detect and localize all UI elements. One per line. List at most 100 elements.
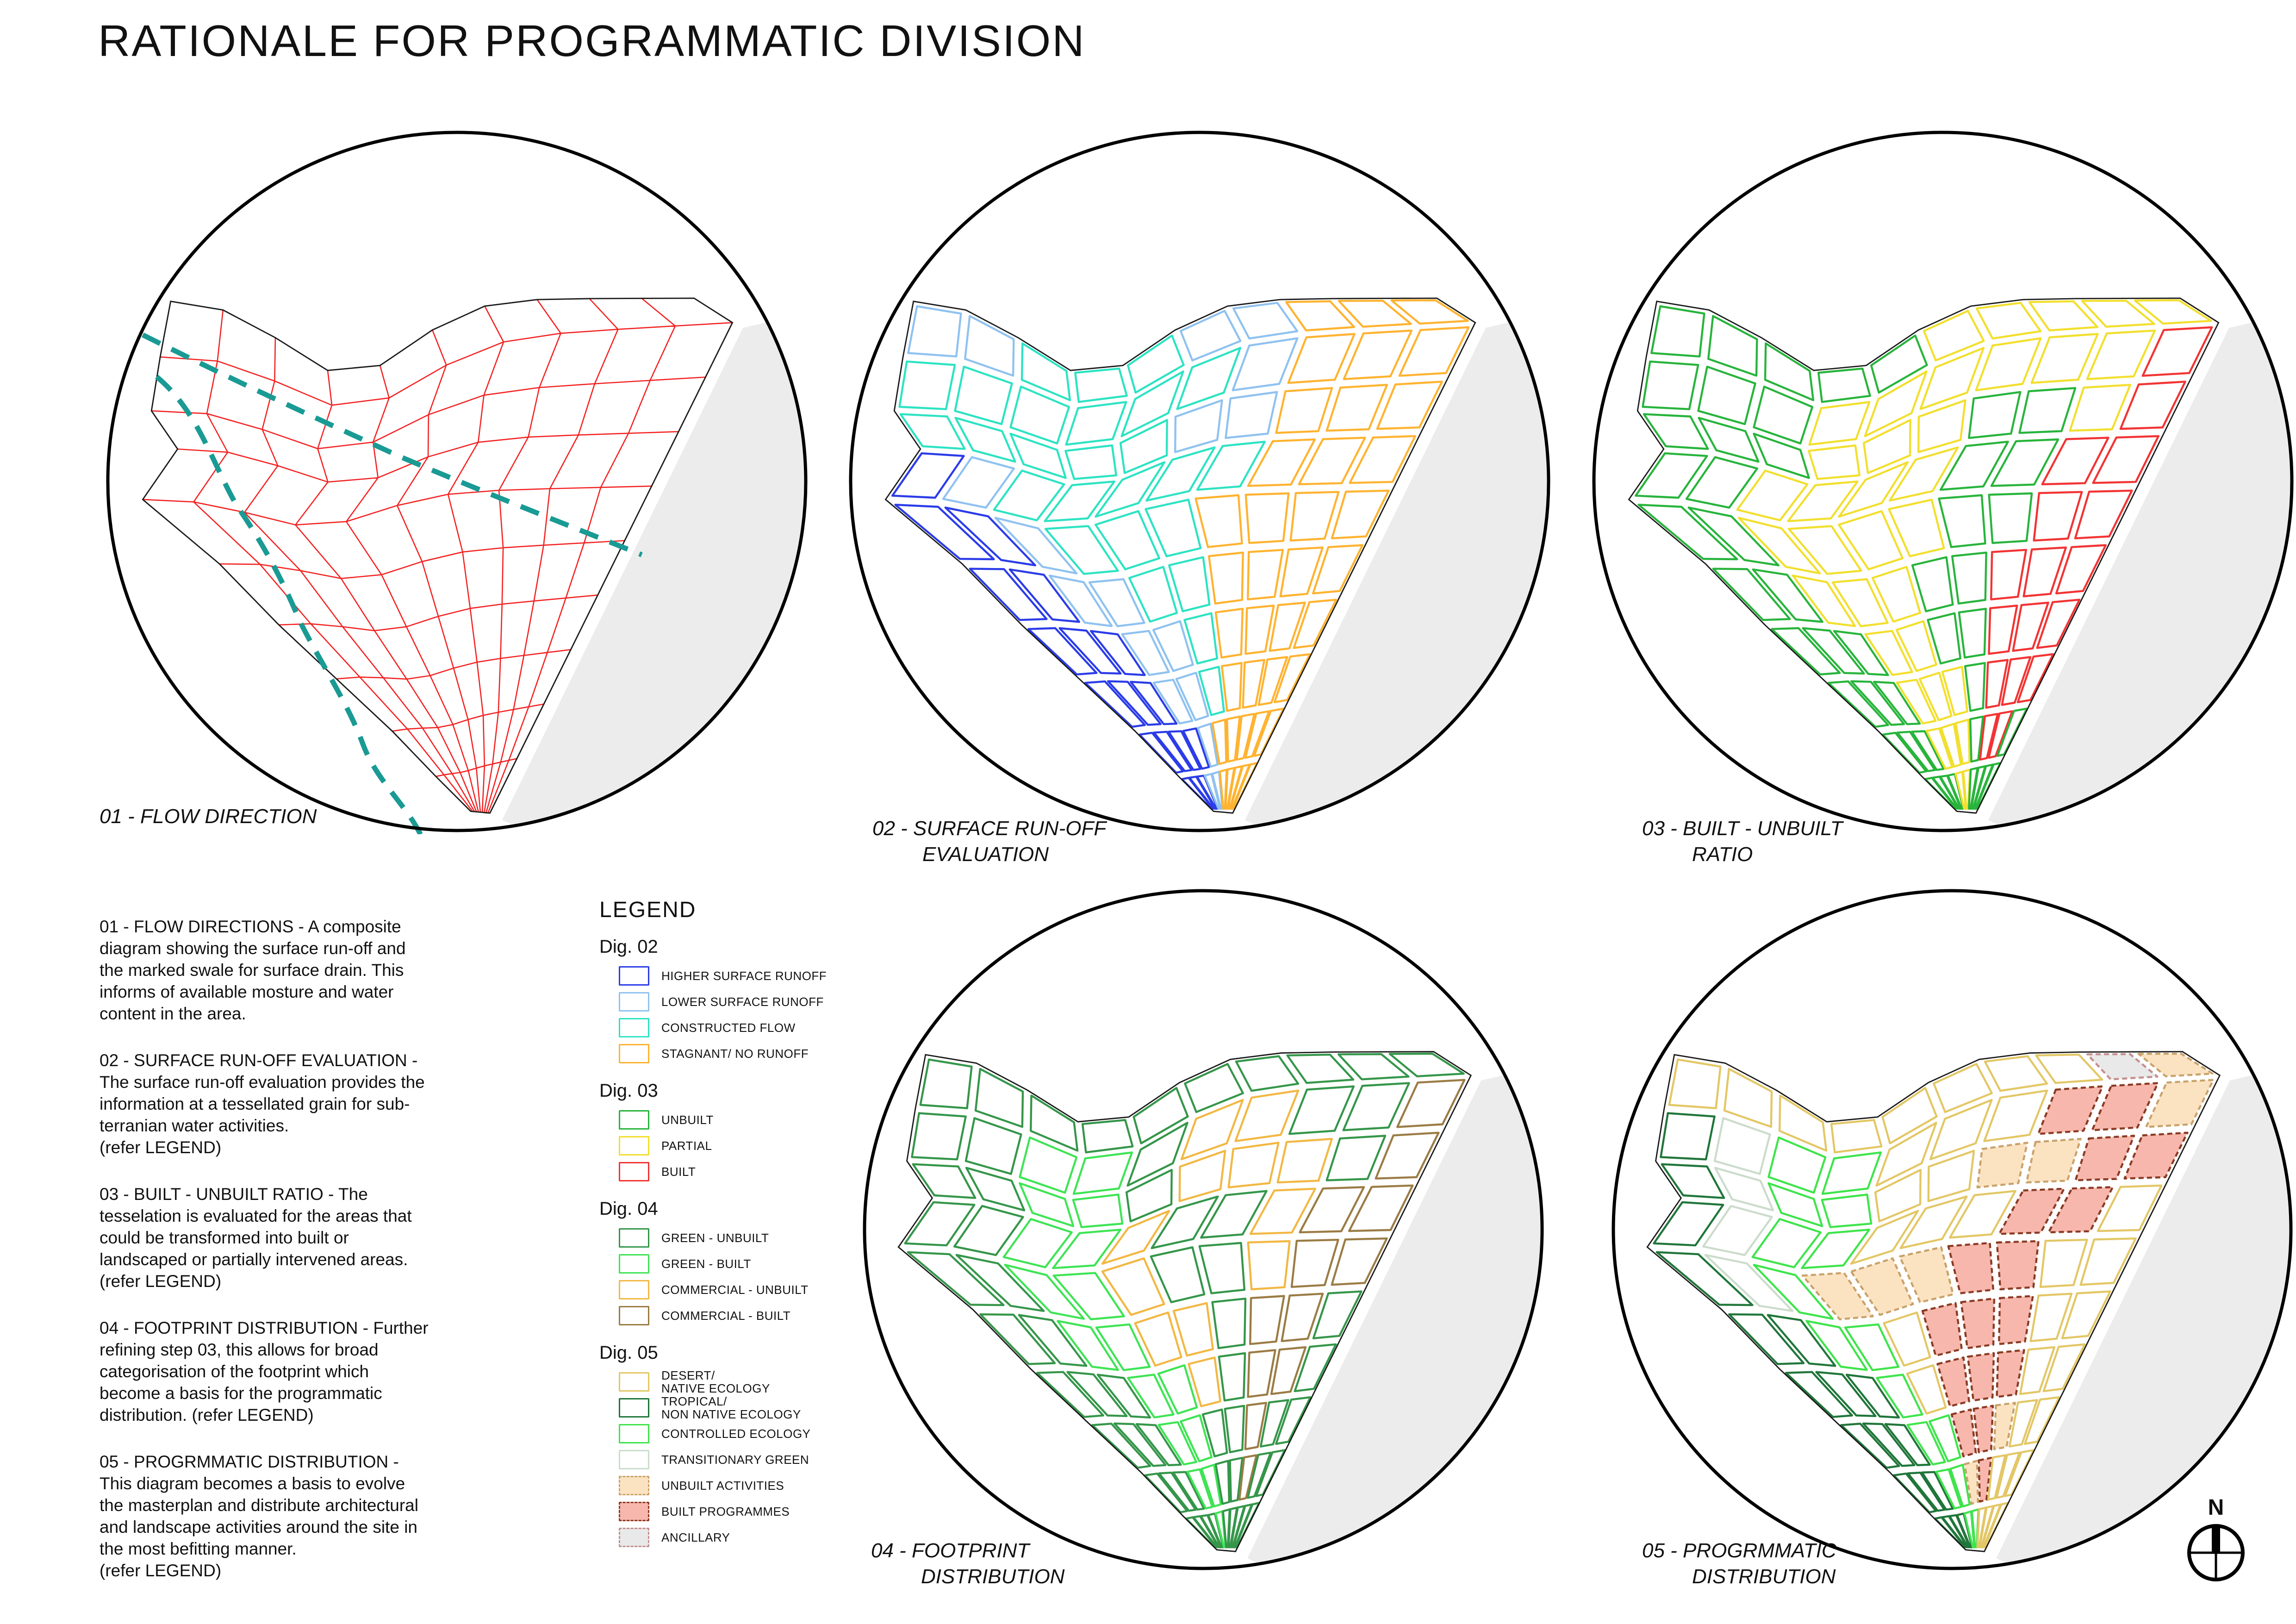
tessellation-cell [1821, 1151, 1882, 1195]
description-paragraph-01: 01 - FLOW DIRECTIONS - A composite diagr… [100, 917, 406, 1023]
diagram-01-svg [106, 131, 808, 839]
tessellation-cell [1976, 1142, 2028, 1188]
tessellation-cell [1375, 1131, 1440, 1180]
tessellation-cell [2025, 1137, 2082, 1184]
tessellation-cell [1845, 1374, 1900, 1419]
tessellation-cell [1135, 1423, 1182, 1467]
tessellation-cell [1896, 731, 1936, 772]
tessellation-cell [1764, 342, 1815, 401]
tessellation-cell [1979, 712, 1999, 761]
tessellation-cell [2018, 387, 2077, 434]
tessellation-cell [1906, 1364, 1947, 1415]
tessellation-cell [1009, 432, 1067, 479]
figure-caption-05: 05 - PROGRMMATIC DISTRIBUTION [1642, 1538, 1836, 1590]
tessellation-cell [1960, 1297, 1996, 1349]
tessellation-cell [1864, 630, 1913, 676]
tessellation-cell [912, 1163, 977, 1199]
tessellation-cell [1247, 1349, 1276, 1398]
tessellation-cell [1249, 1295, 1285, 1345]
tessellation-cell [1933, 1063, 1993, 1113]
tessellation-cell [1312, 544, 1364, 595]
figure-caption-line: 05 - PROGRMMATIC [1642, 1539, 1836, 1562]
tessellation-cell [1150, 1246, 1206, 1304]
tessellation-cell [1101, 1210, 1170, 1265]
tessellation-cell [1052, 1229, 1122, 1269]
tessellation-cell [1396, 1079, 1466, 1128]
tessellation-cell [1107, 680, 1162, 726]
tessellation-cell [1917, 399, 1966, 453]
tessellation-cell [1134, 1311, 1182, 1367]
diagram-circle-footprint [861, 887, 1546, 1572]
tessellation-cell [2137, 1052, 2214, 1078]
legend-swatch [619, 992, 649, 1012]
tessellation-cell [1168, 556, 1211, 612]
legend-item-label: GREEN - UNBUILT [661, 1231, 769, 1245]
tessellation-cell [979, 1313, 1056, 1365]
legend-swatch [619, 1450, 649, 1469]
tessellation-cell [1207, 551, 1244, 605]
site-boundary [897, 1051, 1472, 1552]
tessellation-cell [1881, 1087, 1938, 1144]
tessellation-cell [1259, 1399, 1289, 1448]
tessellation-cell [1201, 1463, 1222, 1508]
tessellation-cell [1249, 1187, 1316, 1235]
tessellation-cell [1751, 1218, 1822, 1268]
tessellation-cell [1348, 1184, 1414, 1232]
tessellation-cell [1831, 578, 1889, 627]
tessellation-cell [1698, 417, 1760, 463]
tessellation-cell [1862, 419, 1911, 474]
tessellation-cell [1972, 1405, 1994, 1454]
tessellation-cell [2039, 1238, 2088, 1288]
tessellation-cell [1020, 342, 1071, 401]
tessellation-cell [1299, 1186, 1365, 1234]
tessellation-cell [2086, 329, 2156, 381]
road-shade-wedge [1988, 272, 2290, 829]
tessellation-cell [1390, 299, 1469, 325]
tessellation-cell [1152, 620, 1194, 672]
tessellation-cell [1921, 1302, 1963, 1357]
tessellation-cell [1941, 666, 1968, 716]
tessellation-cell [2092, 435, 2160, 484]
tessellation-cell [2033, 491, 2083, 542]
tessellation-cell [1235, 1055, 1300, 1092]
legend-item-label: COMMERCIAL - BUILT [661, 1309, 791, 1323]
tessellation-cell [955, 1254, 1045, 1312]
tessellation-cell [1275, 1396, 1312, 1445]
tessellation-cell [1113, 1422, 1167, 1467]
tessellation-cell [1876, 1374, 1923, 1418]
tessellation-cell [1183, 612, 1218, 665]
compass-north-label: N [2208, 1495, 2224, 1520]
legend-groups: Dig. 02 HIGHER SURFACE RUNOFF LOWER SURFAC… [599, 937, 886, 1550]
tessellation-cell [1009, 385, 1070, 445]
figure-caption-line: EVALUATION [922, 843, 1049, 866]
legend-swatch [619, 1502, 649, 1521]
legend-item-label: COMMERCIAL - UNBUILT [661, 1283, 809, 1297]
legend-item: CONTROLLED ECOLOGY [619, 1421, 886, 1447]
tessellation-cell [1947, 1242, 1995, 1294]
tessellation-cell [1058, 627, 1122, 675]
tessellation-cell [911, 1112, 967, 1161]
tessellation-cell [1153, 731, 1193, 772]
tessellation-cell [1343, 329, 1413, 381]
legend-item-label: TROPICAL/ NON NATIVE ECOLOGY [661, 1394, 801, 1421]
tessellation-cell [1892, 1472, 1937, 1513]
tessellation-cell [1376, 381, 1443, 430]
tessellation-cell [1180, 1099, 1244, 1161]
tessellation-cell [1175, 671, 1209, 721]
legend-item: GREEN - BUILT [619, 1251, 886, 1277]
tessellation-cell [1643, 413, 1709, 450]
tessellation-cell [1873, 681, 1921, 725]
tessellation-cell [1785, 1371, 1853, 1418]
legend-item: COMMERCIAL - BUILT [619, 1303, 886, 1329]
tessellation-cell [1736, 469, 1809, 522]
figure-caption-04: 04 - FOOTPRINT DISTRIBUTION [871, 1538, 1064, 1590]
diagram-03-svg [1592, 131, 2294, 832]
tessellation-cell [1996, 1349, 2025, 1398]
tessellation-cell [1653, 1201, 1724, 1247]
tessellation-cell [1002, 1218, 1073, 1268]
tessellation-cell [1176, 347, 1242, 410]
legend-swatch [619, 1228, 649, 1248]
tessellation-cell [994, 517, 1078, 575]
tessellation-cell [1066, 1371, 1128, 1418]
tessellation-cell [1057, 1320, 1119, 1371]
